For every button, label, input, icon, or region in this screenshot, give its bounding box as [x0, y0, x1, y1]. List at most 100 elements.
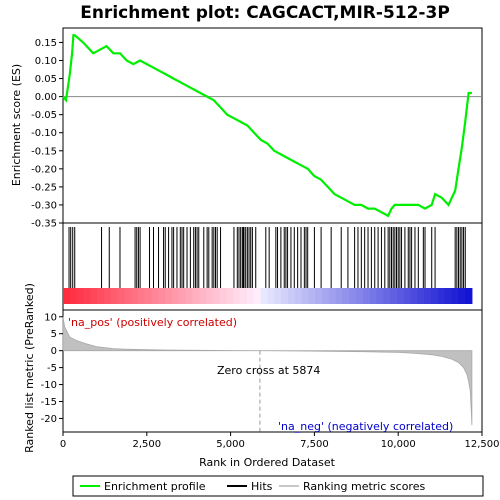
rank-color-band-segment	[247, 288, 255, 304]
rank-color-band-segment	[458, 288, 466, 304]
rank-color-band-segment	[437, 288, 446, 304]
rank-color-band-segment	[137, 288, 146, 304]
es-y-tick-label: -0.20	[31, 164, 57, 175]
es-y-tick-label: -0.10	[31, 128, 57, 139]
rank-color-band-segment	[131, 288, 139, 304]
ranking-metric-area	[62, 316, 473, 426]
x-tick-label: 7,500	[300, 439, 329, 450]
metric-plot-frame	[62, 309, 483, 433]
es-plot-frame	[62, 27, 483, 224]
rank-color-band-segment	[185, 288, 193, 304]
rank-color-band-segment	[97, 288, 105, 304]
rank-color-band-segment	[444, 288, 452, 304]
metric-y-tick-label: 0	[51, 346, 57, 357]
rank-color-band-segment	[226, 288, 234, 304]
x-tick-label: 5,000	[216, 439, 245, 450]
es-y-axis-label: Enrichment score (ES)	[10, 64, 23, 186]
rank-color-band-segment	[274, 288, 282, 304]
rank-color-band-segment	[83, 288, 91, 304]
rank-color-band-segment	[212, 288, 221, 304]
rank-color-band-segment	[178, 288, 187, 304]
es-y-tick-label: -0.30	[31, 200, 57, 211]
negative-correlation-label: 'na_neg' (negatively correlated)	[278, 420, 453, 433]
es-y-tick-label: 0.15	[35, 38, 57, 49]
rank-color-band-segment	[451, 288, 459, 304]
rank-color-band-segment	[151, 288, 159, 304]
x-tick-label: 0	[60, 439, 66, 450]
es-y-tick-label: -0.25	[31, 182, 57, 193]
rank-color-band-segment	[219, 288, 228, 304]
rank-color-band-segment	[431, 288, 439, 304]
rank-color-band-segment	[144, 288, 153, 304]
rank-color-band-segment	[267, 288, 275, 304]
zero-cross-label: Zero cross at 5874	[217, 364, 320, 377]
rank-color-band-segment	[465, 288, 473, 304]
es-y-tick-label: 0.10	[35, 56, 57, 67]
rank-color-band-segment	[117, 288, 125, 304]
rank-color-band-segment	[199, 288, 207, 304]
rank-color-band-segment	[172, 288, 180, 304]
rank-color-band-segment	[192, 288, 200, 304]
rank-color-band-segment	[158, 288, 166, 304]
rank-color-band-segment	[356, 288, 364, 304]
rank-color-band-segment	[383, 288, 391, 304]
rank-color-band-segment	[335, 288, 343, 304]
rank-color-band-segment	[321, 288, 330, 304]
metric-y-tick-label: 5	[51, 329, 57, 340]
metric-y-axis-label: Ranked list metric (PreRanked)	[23, 283, 36, 453]
es-y-tick-label: -0.05	[31, 110, 57, 121]
rank-color-band-segment	[369, 288, 378, 304]
rank-color-band-segment	[76, 288, 84, 304]
rank-color-band-segment	[417, 288, 425, 304]
legend: Enrichment profile Hits Ranking metric s…	[72, 475, 484, 497]
rank-color-band-segment	[69, 288, 78, 304]
rank-color-band-segment	[294, 288, 303, 304]
positive-correlation-label: 'na_pos' (positively correlated)	[68, 316, 237, 329]
rank-color-band-segment	[110, 288, 119, 304]
legend-box	[72, 475, 484, 497]
metric-y-tick-label: 10	[44, 312, 57, 323]
rank-color-band-segment	[390, 288, 398, 304]
rank-color-band-segment	[349, 288, 357, 304]
rank-color-band-segment	[240, 288, 248, 304]
enrichment-profile-line	[62, 34, 472, 218]
metric-y-tick-label: -15	[41, 397, 57, 408]
hits-panel	[62, 222, 483, 311]
rank-color-band-segment	[281, 288, 289, 304]
metric-y-tick-label: -20	[41, 414, 57, 425]
x-axis-label: Rank in Ordered Dataset	[199, 456, 336, 469]
rank-color-band-segment	[63, 288, 71, 304]
metric-y-tick-label: -5	[47, 363, 57, 374]
rank-color-band-segment	[206, 288, 214, 304]
rank-color-band-segment	[396, 288, 405, 304]
rank-color-band-segment	[253, 288, 262, 304]
legend-metric-label: Ranking metric scores	[303, 480, 425, 493]
x-tick-label: 12,500	[465, 439, 500, 450]
rank-color-band-segment	[124, 288, 132, 304]
rank-color-band-segment	[376, 288, 384, 304]
metric-y-tick-label: -10	[41, 380, 57, 391]
rank-color-band-segment	[301, 288, 309, 304]
legend-hits-label: Hits	[251, 480, 273, 493]
rank-color-band-segment	[410, 288, 418, 304]
rank-color-band-segment	[342, 288, 350, 304]
chart-title: Enrichment plot: CAGCACT,MIR-512-3P	[80, 3, 450, 23]
x-tick-label: 10,000	[381, 439, 416, 450]
x-tick-label: 2,500	[132, 439, 161, 450]
es-y-tick-label: 0.05	[35, 74, 57, 85]
rank-color-band-segment	[403, 288, 412, 304]
rank-color-band-segment	[308, 288, 316, 304]
es-y-tick-label: 0.00	[35, 92, 57, 103]
rank-color-band-segment	[233, 288, 241, 304]
legend-enrichment-label: Enrichment profile	[104, 480, 206, 493]
rank-color-band-segment	[315, 288, 323, 304]
rank-color-band-segment	[424, 288, 432, 304]
rank-color-band-segment	[103, 288, 112, 304]
es-y-tick-label: -0.15	[31, 146, 57, 157]
rank-color-band-segment	[287, 288, 296, 304]
rank-color-band-segment	[328, 288, 337, 304]
rank-color-band-segment	[90, 288, 98, 304]
rank-color-band-segment	[362, 288, 371, 304]
es-y-tick-label: -0.35	[31, 219, 57, 230]
